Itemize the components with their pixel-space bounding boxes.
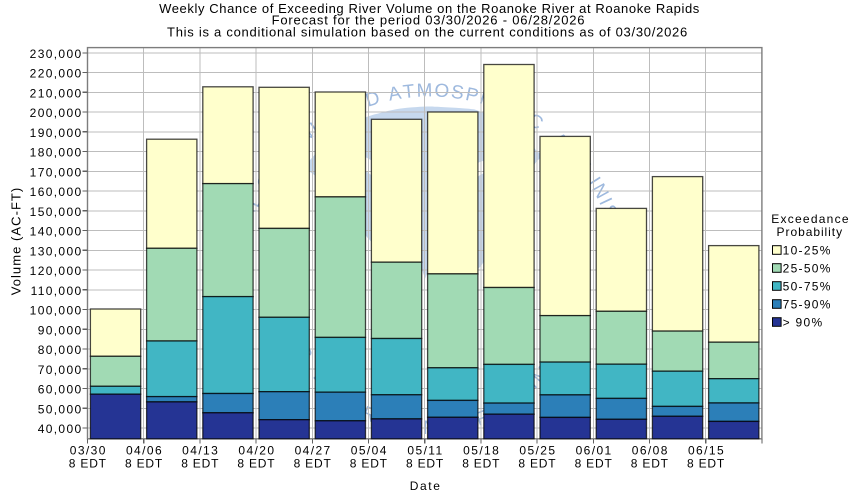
svg-text:110,000: 110,000 (31, 284, 83, 298)
svg-text:06/01: 06/01 (576, 444, 613, 458)
svg-text:25-50%: 25-50% (783, 261, 832, 275)
svg-text:06/08: 06/08 (632, 444, 669, 458)
svg-text:05/11: 05/11 (407, 444, 443, 458)
svg-text:220,000: 220,000 (30, 67, 83, 81)
svg-text:A: A (387, 83, 404, 106)
svg-text:04/13: 04/13 (182, 444, 219, 458)
svg-text:90,000: 90,000 (38, 324, 83, 338)
svg-text:230,000: 230,000 (30, 47, 83, 61)
svg-text:Weekly Chance of Exceeding Riv: Weekly Chance of Exceeding River Volume … (159, 1, 700, 16)
svg-text:03/30: 03/30 (70, 444, 107, 458)
svg-text:8 EDT: 8 EDT (125, 457, 163, 471)
svg-text:P: P (463, 84, 480, 107)
svg-text:Probability: Probability (777, 225, 843, 239)
svg-text:8 EDT: 8 EDT (69, 457, 107, 471)
svg-text:200,000: 200,000 (30, 106, 83, 120)
svg-text:04/20: 04/20 (238, 444, 275, 458)
svg-text:140,000: 140,000 (30, 225, 83, 239)
svg-text:120,000: 120,000 (30, 264, 83, 278)
svg-text:05/25: 05/25 (519, 444, 556, 458)
svg-text:This is a conditional simulati: This is a conditional simulation based o… (167, 25, 688, 40)
svg-text:210,000: 210,000 (30, 87, 83, 101)
svg-text:8 EDT: 8 EDT (518, 457, 556, 471)
svg-text:8 EDT: 8 EDT (237, 457, 275, 471)
svg-text:50-75%: 50-75% (783, 279, 832, 293)
svg-text:8 EDT: 8 EDT (406, 457, 444, 471)
svg-text:60,000: 60,000 (38, 383, 83, 397)
svg-text:70,000: 70,000 (38, 363, 83, 377)
svg-text:05/04: 05/04 (351, 444, 388, 458)
svg-text:130,000: 130,000 (30, 245, 83, 259)
svg-text:Volume (AC-FT): Volume (AC-FT) (9, 187, 24, 296)
svg-text:8 EDT: 8 EDT (687, 457, 725, 471)
svg-text:100,000: 100,000 (30, 304, 83, 318)
svg-text:Date: Date (410, 479, 442, 493)
svg-text:Forecast for the period 03/30/: Forecast for the period 03/30/2026 - 06/… (272, 12, 586, 27)
svg-text:180,000: 180,000 (30, 146, 83, 160)
svg-text:D: D (363, 88, 382, 112)
svg-text:05/18: 05/18 (463, 444, 500, 458)
svg-text:160,000: 160,000 (30, 185, 83, 199)
svg-text:75-90%: 75-90% (783, 297, 832, 311)
svg-text:Exceedance: Exceedance (771, 212, 850, 226)
svg-text:10-25%: 10-25% (783, 243, 832, 257)
svg-text:80,000: 80,000 (38, 343, 83, 357)
svg-text:04/27: 04/27 (295, 444, 332, 458)
svg-text:190,000: 190,000 (30, 126, 83, 140)
svg-text:S: S (450, 82, 466, 105)
svg-text:8 EDT: 8 EDT (462, 457, 500, 471)
svg-text:8 EDT: 8 EDT (575, 457, 613, 471)
svg-text:O: O (434, 80, 450, 102)
svg-text:8 EDT: 8 EDT (631, 457, 669, 471)
svg-text:8 EDT: 8 EDT (181, 457, 219, 471)
svg-text:50,000: 50,000 (38, 403, 83, 417)
svg-text:06/15: 06/15 (688, 444, 725, 458)
svg-text:8 EDT: 8 EDT (350, 457, 388, 471)
svg-text:170,000: 170,000 (30, 166, 83, 180)
svg-text:8 EDT: 8 EDT (294, 457, 332, 471)
svg-text:150,000: 150,000 (30, 205, 83, 219)
svg-text:04/06: 04/06 (126, 444, 163, 458)
svg-text:40,000: 40,000 (38, 422, 83, 436)
svg-text:> 90%: > 90% (783, 315, 824, 329)
